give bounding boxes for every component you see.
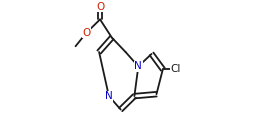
Text: N: N [105,91,113,101]
Text: Cl: Cl [170,64,181,74]
Text: N: N [134,61,142,71]
Text: O: O [82,28,91,38]
Text: O: O [96,2,104,12]
